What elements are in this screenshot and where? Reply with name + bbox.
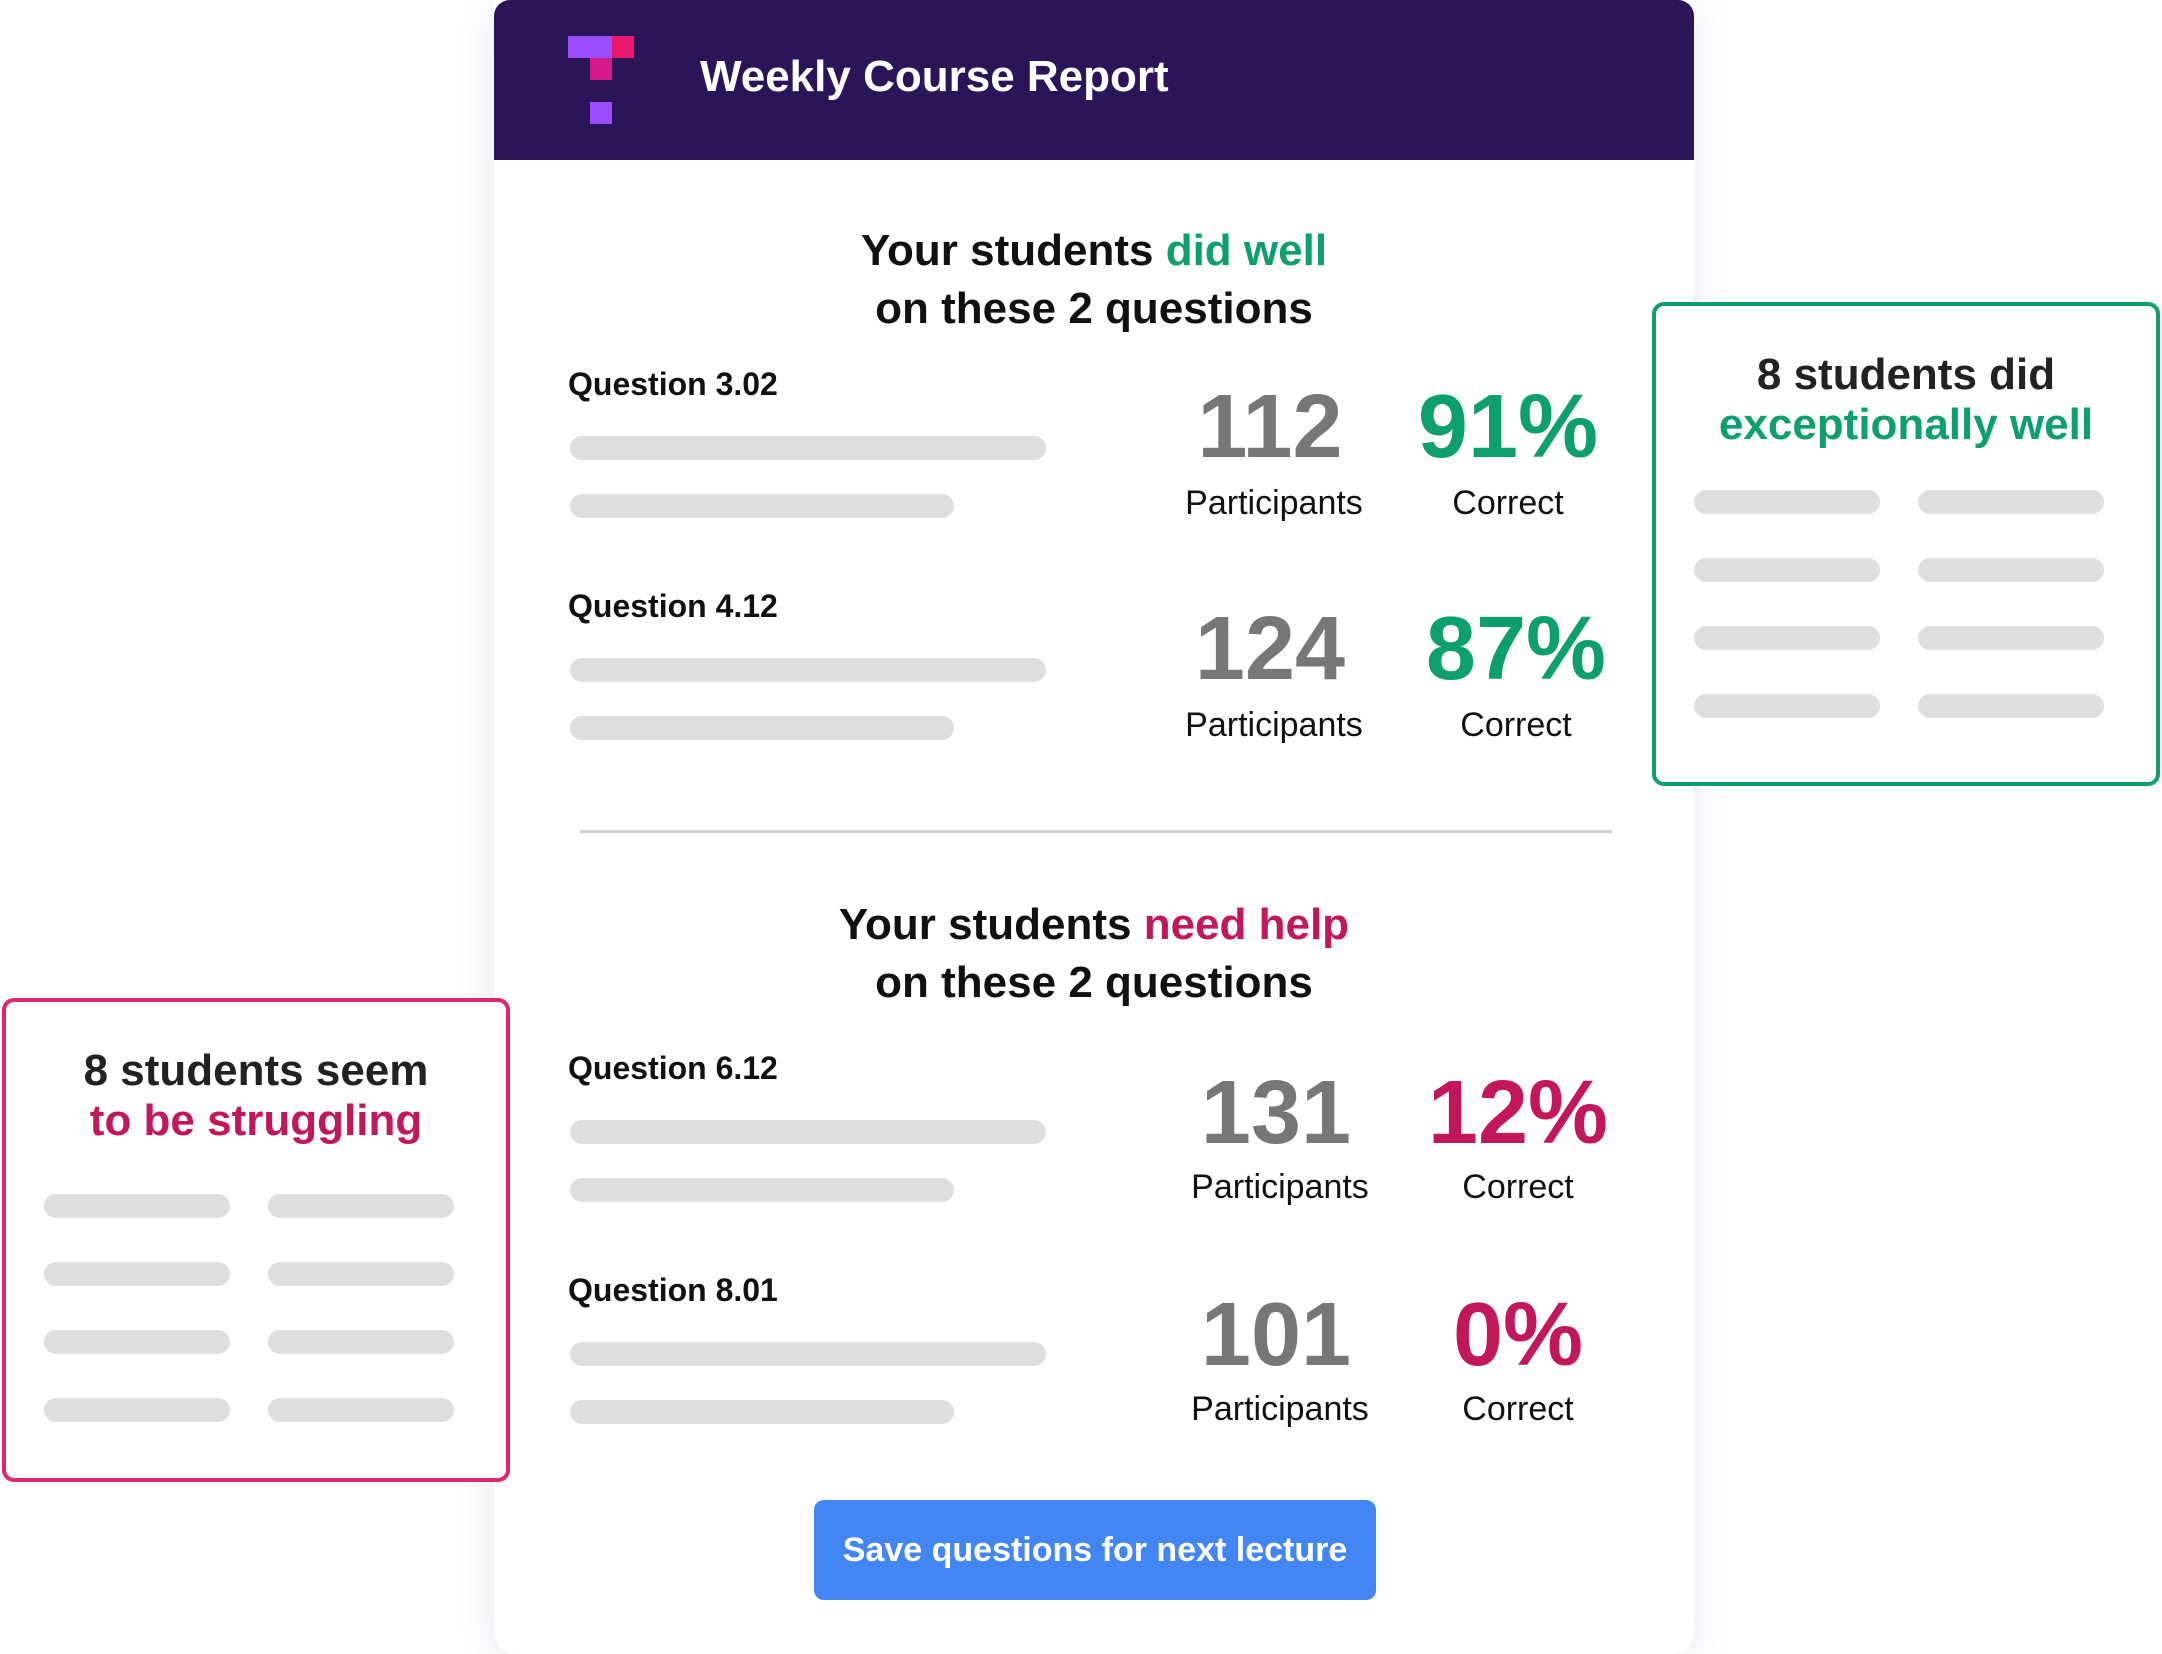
student-name-placeholder <box>44 1262 230 1286</box>
participants-count: 131 <box>1200 1063 1352 1163</box>
student-name-placeholder <box>1918 626 2104 650</box>
correct-percent: 91% <box>1417 377 1599 477</box>
callout-line2: exceptionally well <box>1718 400 2094 449</box>
callout-line2: to be struggling <box>89 1096 423 1145</box>
bad-heading-highlight: need help <box>1143 900 1350 949</box>
participants-caption: Participants <box>1185 484 1363 522</box>
question-text-placeholder <box>570 1342 1046 1366</box>
callout-line1: 8 students did <box>1756 350 2056 399</box>
question-text-placeholder <box>570 1120 1046 1144</box>
participants-caption: Participants <box>1185 706 1363 744</box>
report-title: Weekly Course Report <box>700 52 1169 101</box>
correct-caption: Correct <box>1462 1390 1574 1428</box>
brand-logo-icon <box>568 36 638 128</box>
question-label: Question 8.01 <box>568 1272 778 1308</box>
question-text-placeholder <box>570 1178 954 1202</box>
good-heading-highlight: did well <box>1165 226 1328 275</box>
correct-percent: 0% <box>1452 1285 1584 1385</box>
bad-heading-line2: on these 2 questions <box>875 958 1313 1007</box>
good-heading-prefix: Your students <box>860 226 1166 275</box>
student-name-placeholder <box>268 1262 454 1286</box>
report-header: Weekly Course Report <box>494 0 1694 160</box>
participants-count: 101 <box>1200 1285 1352 1385</box>
student-name-placeholder <box>1694 626 1880 650</box>
question-text-placeholder <box>570 658 1046 682</box>
student-name-placeholder <box>44 1330 230 1354</box>
bad-section-heading: Your students need help on these 2 quest… <box>494 896 1694 1012</box>
student-name-placeholder <box>268 1398 454 1422</box>
student-name-placeholder <box>1918 694 2104 718</box>
participants-count: 112 <box>1197 377 1343 477</box>
callout-title: 8 students seem to be struggling <box>6 1046 506 1146</box>
question-text-placeholder <box>570 436 1046 460</box>
participants-caption: Participants <box>1191 1168 1369 1206</box>
question-text-placeholder <box>570 1400 954 1424</box>
exceptional-students-card[interactable]: 8 students did exceptionally well <box>1652 302 2160 786</box>
student-name-placeholder <box>44 1398 230 1422</box>
save-questions-button[interactable]: Save questions for next lecture <box>814 1500 1376 1600</box>
student-name-placeholder <box>268 1330 454 1354</box>
question-label: Question 6.12 <box>568 1050 778 1086</box>
callout-title: 8 students did exceptionally well <box>1656 350 2156 450</box>
callout-line1-prefix: 8 students <box>83 1046 316 1095</box>
correct-percent: 87% <box>1425 599 1607 699</box>
question-text-placeholder <box>570 494 954 518</box>
callout-line1-suffix: seem <box>315 1046 429 1095</box>
section-divider <box>580 830 1612 833</box>
good-heading-line2: on these 2 questions <box>875 284 1313 333</box>
good-section-heading: Your students did well on these 2 questi… <box>494 222 1694 338</box>
question-label: Question 4.12 <box>568 588 778 624</box>
weekly-report-card: Weekly Course Report Your students did w… <box>494 0 1694 1654</box>
student-name-placeholder <box>1694 490 1880 514</box>
correct-percent: 12% <box>1427 1063 1609 1163</box>
correct-caption: Correct <box>1462 1168 1574 1206</box>
question-text-placeholder <box>570 716 954 740</box>
student-name-placeholder <box>1918 490 2104 514</box>
student-name-placeholder <box>44 1194 230 1218</box>
participants-count: 124 <box>1194 599 1346 699</box>
bad-heading-prefix: Your students <box>838 900 1144 949</box>
correct-caption: Correct <box>1460 706 1572 744</box>
student-name-placeholder <box>1694 558 1880 582</box>
question-label: Question 3.02 <box>568 366 778 402</box>
student-name-placeholder <box>1918 558 2104 582</box>
participants-caption: Participants <box>1191 1390 1369 1428</box>
student-name-placeholder <box>1694 694 1880 718</box>
student-name-placeholder <box>268 1194 454 1218</box>
struggling-students-card[interactable]: 8 students seem to be struggling <box>2 998 510 1482</box>
correct-caption: Correct <box>1452 484 1564 522</box>
